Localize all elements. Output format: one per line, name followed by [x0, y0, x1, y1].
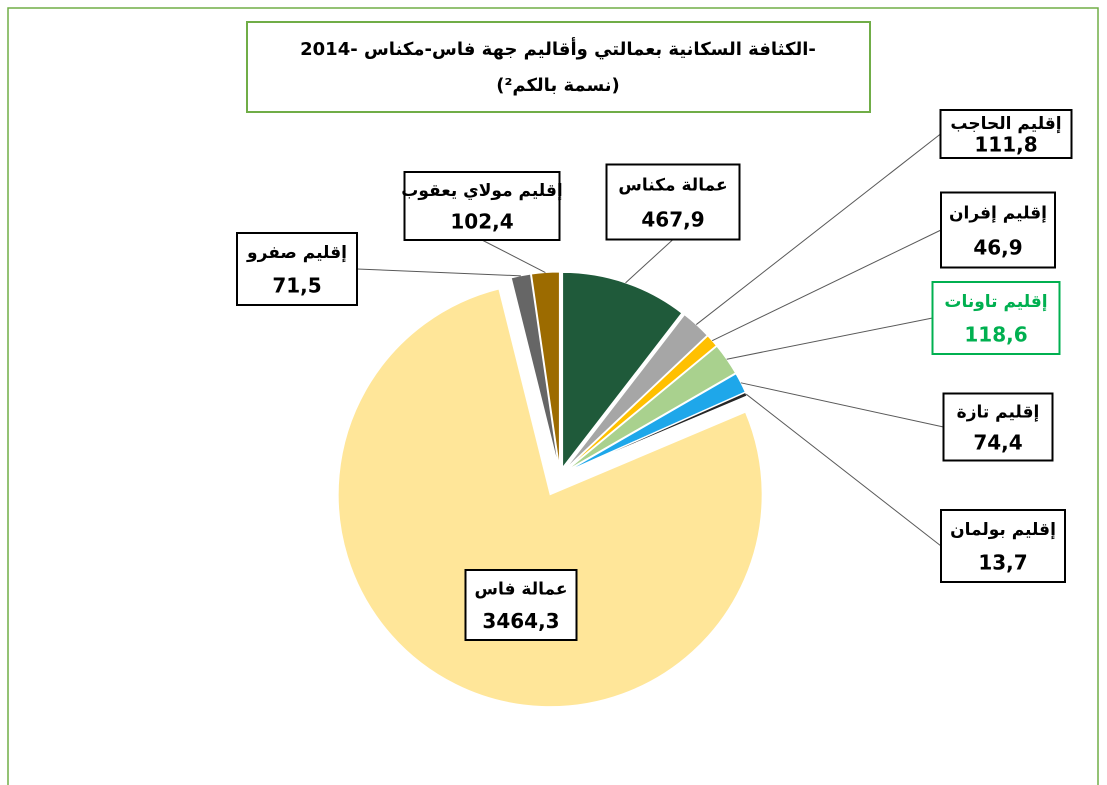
- slice-label: إقليم الحاجب: [950, 114, 1061, 134]
- value-label: 71,5: [272, 274, 321, 298]
- leader-line: [695, 133, 941, 325]
- leader-line: [711, 229, 942, 342]
- leader-line: [356, 268, 521, 277]
- slice-label: إقليم إفران: [949, 203, 1047, 223]
- slice-label: إقليم مولاي يعقوب: [401, 181, 562, 201]
- leader-line: [740, 382, 944, 428]
- pie-slice: [567, 391, 748, 473]
- value-label: 118,6: [964, 323, 1027, 347]
- label-box: [931, 281, 1061, 355]
- label-box: [403, 171, 561, 241]
- leader-line: [625, 239, 674, 284]
- label-box: [236, 232, 358, 306]
- label-box: [464, 569, 578, 641]
- slice-label: عمالة مكناس: [618, 175, 727, 195]
- pie-slice: [565, 335, 718, 471]
- value-label: 13,7: [978, 551, 1027, 575]
- value-label: 102,4: [450, 210, 513, 234]
- label-box: [940, 191, 1056, 269]
- label-box: [605, 163, 741, 241]
- pie-slice: [566, 345, 737, 471]
- title-box: [246, 21, 871, 113]
- value-label: 3464,3: [482, 609, 559, 633]
- leader-line: [726, 317, 933, 360]
- value-label: 111,8: [974, 133, 1037, 157]
- slice-label: إقليم صفرو: [246, 243, 347, 263]
- pie-slice: [337, 288, 763, 708]
- label-box: [939, 109, 1073, 159]
- slice-label: إقليم تاونات: [944, 292, 1047, 312]
- pie-slice: [564, 314, 708, 470]
- label-box: [942, 392, 1054, 462]
- value-label: 74,4: [973, 430, 1022, 454]
- value-label: 467,9: [641, 207, 704, 231]
- leader-line: [745, 393, 942, 547]
- chart-title: الكثافة السكانية بعمالتي وأقاليم جهة فاس…: [300, 37, 816, 60]
- slice-label: إقليم بولمان: [950, 520, 1056, 540]
- leader-line: [481, 239, 546, 273]
- value-label: 46,9: [973, 235, 1022, 259]
- pie-slice: [562, 271, 683, 469]
- slice-label: إقليم تازة: [957, 402, 1040, 422]
- slice-label: عمالة فاس: [475, 580, 568, 600]
- chart-subtitle: (نسمة بالكم²): [496, 75, 620, 96]
- label-box: [940, 509, 1066, 583]
